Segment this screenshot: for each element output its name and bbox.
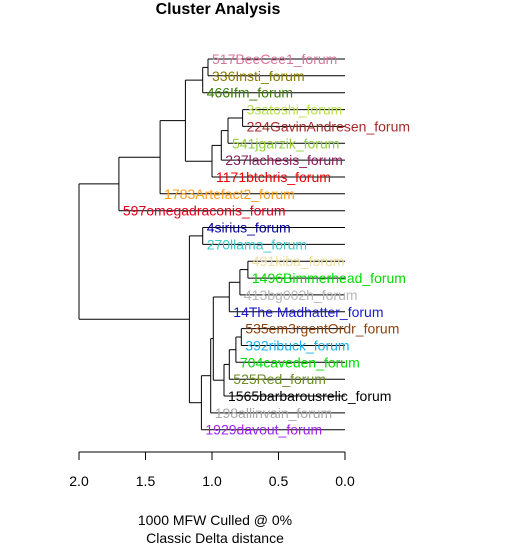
leaf-label: 517BeeCee1_forum: [212, 51, 337, 67]
x-axis-tick-label: 2.0: [69, 473, 89, 489]
leaf-label: 466Ifm_forum: [207, 85, 293, 101]
leaf-labels: 517BeeCee1_forum336Insti_forum466Ifm_for…: [123, 51, 410, 438]
leaf-label: 491kiba_forum: [252, 253, 345, 269]
leaf-label: 1496Bimmerhead_forum: [252, 270, 406, 286]
leaf-label: 525Red_forum: [233, 371, 326, 387]
leaf-label: 597omegadraconis_forum: [123, 203, 286, 219]
chart-subtitle-mfw: 1000 MFW Culled @ 0%: [138, 512, 292, 528]
leaf-label: 14The Madhatter_forum: [233, 304, 383, 320]
x-axis-tick-label: 0.0: [335, 473, 355, 489]
leaf-label: 1929davout_forum: [205, 422, 322, 438]
leaf-label: 1565barbarousrelic_forum: [228, 388, 391, 404]
leaf-label: 413bg002h_forum: [244, 287, 358, 303]
x-axis-ticks: 2.0 1.5 1.0 0.5 0.0: [69, 452, 355, 489]
leaf-label: 1783Artefact2_forum: [164, 186, 295, 202]
chart-title: Cluster Analysis: [156, 1, 281, 18]
leaf-label: 237lachesis_forum: [225, 152, 343, 168]
leaf-label: 3satoshi_forum: [247, 102, 343, 118]
leaf-label: 336Insti_forum: [212, 68, 305, 84]
x-axis: 2.0 1.5 1.0 0.5 0.0: [69, 451, 355, 489]
leaf-label: 270llama_forum: [207, 236, 307, 252]
leaf-label: 704caveden_forum: [240, 354, 360, 370]
leaf-label: 392ribuck_forum: [245, 338, 349, 354]
leaf-label: 198allinvain_forum: [215, 405, 333, 421]
leaf-label: 1171btchris_forum: [216, 169, 331, 185]
leaf-label: 4sirius_forum: [207, 220, 291, 236]
chart-subtitle-distance: Classic Delta distance: [146, 530, 284, 546]
x-axis-tick-label: 1.0: [202, 473, 222, 489]
x-axis-tick-label: 0.5: [269, 473, 289, 489]
leaf-label: 535em3rgentOrdr_forum: [245, 321, 399, 337]
leaf-label: 541jgarzik_forum: [232, 135, 339, 151]
x-axis-tick-label: 1.5: [136, 473, 156, 489]
dendrogram-branches: [78, 58, 345, 431]
leaf-label: 224GavinAndresen_forum: [247, 118, 410, 134]
